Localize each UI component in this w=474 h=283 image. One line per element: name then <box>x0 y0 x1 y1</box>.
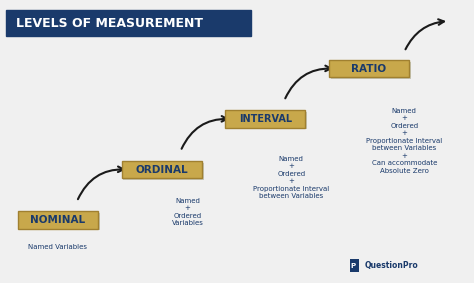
FancyBboxPatch shape <box>350 259 358 272</box>
FancyBboxPatch shape <box>329 60 409 77</box>
Text: INTERVAL: INTERVAL <box>239 114 292 124</box>
Text: NOMINAL: NOMINAL <box>30 215 85 225</box>
FancyBboxPatch shape <box>18 211 98 229</box>
Text: Named
+
Ordered
+
Proportionate Interval
between Variables: Named + Ordered + Proportionate Interval… <box>253 156 329 199</box>
Text: RATIO: RATIO <box>351 64 386 74</box>
Text: QuestionPro: QuestionPro <box>364 261 418 270</box>
FancyBboxPatch shape <box>121 161 201 178</box>
Text: Named Variables: Named Variables <box>28 244 87 250</box>
Text: P: P <box>350 263 355 269</box>
FancyBboxPatch shape <box>227 112 307 129</box>
Text: ORDINAL: ORDINAL <box>135 164 188 175</box>
FancyBboxPatch shape <box>6 10 251 37</box>
Text: Named
+
Ordered
+
Proportionate Interval
between Variables
+
Can accommodate
Abs: Named + Ordered + Proportionate Interval… <box>366 108 442 174</box>
FancyBboxPatch shape <box>123 162 203 180</box>
Text: Named
+
Ordered
Variables: Named + Ordered Variables <box>172 198 203 226</box>
Text: LEVELS OF MEASUREMENT: LEVELS OF MEASUREMENT <box>16 17 202 30</box>
FancyBboxPatch shape <box>20 213 100 230</box>
FancyBboxPatch shape <box>225 110 305 128</box>
FancyBboxPatch shape <box>331 62 411 79</box>
